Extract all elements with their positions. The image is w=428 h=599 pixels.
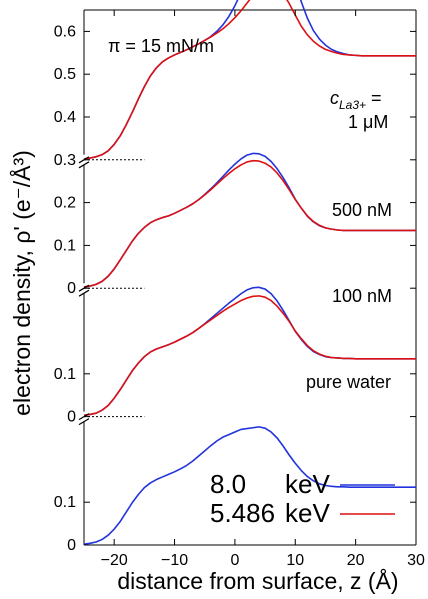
y-tick-label: 0.1: [54, 494, 76, 511]
y-axis-label: electron density, ρ' (e⁻/Å³): [8, 150, 35, 416]
x-tick-label: 10: [286, 552, 304, 569]
label-pure-water: pure water: [306, 372, 391, 392]
x-axis-label: distance from surface, z (Å): [117, 567, 398, 594]
legend-unit-1: keV: [285, 469, 330, 499]
y-tick-label: 0.5: [54, 66, 76, 83]
series-line-1uM-red: [83, 0, 416, 160]
y-tick-label: 0.1: [54, 366, 76, 383]
axis-break-mark: [78, 418, 90, 426]
series-line-500nM-red: [83, 159, 416, 288]
conc-subscript: La3+: [339, 98, 366, 112]
legend-energy-1: 8.0: [210, 469, 246, 499]
series-line-1uM-blue: [83, 0, 416, 160]
x-tick-label: −10: [161, 552, 188, 569]
y-tick-label: 0.1: [54, 237, 76, 254]
y-tick-label: 0: [67, 537, 76, 554]
ticks: −20 −10 0 10 20 30 0 0.1 0 0.1 0 0.1 0.2 0.3 0.4 0.5 0.6: [54, 10, 425, 569]
x-tick-label: 20: [347, 552, 365, 569]
x-tick-label: 0: [230, 552, 239, 569]
y-tick-label: 0: [67, 280, 76, 297]
legend-energy-2: 5.486: [210, 498, 275, 528]
legend: 8.0 keV 5.486 keV: [210, 469, 395, 528]
baselines: [84, 159, 145, 418]
y-tick-label: 0: [67, 409, 76, 426]
x-tick-label: −20: [101, 552, 128, 569]
curves: [83, 0, 416, 545]
y-tick-label: 0.3: [54, 152, 76, 169]
conc-prefix: c: [330, 88, 339, 108]
y-tick-label: 0.6: [54, 23, 76, 40]
label-100nM: 100 nM: [332, 286, 392, 306]
series-line-100nM-blue: [83, 286, 416, 417]
label-1uM: 1 μM: [348, 112, 388, 132]
axis-break-mark: [78, 161, 90, 169]
y-tick-label: 0.4: [54, 109, 76, 126]
conc-annotation: cLa3+ =: [330, 88, 382, 112]
plot-frame: [83, 9, 417, 546]
y-tick-label: 0.2: [54, 195, 76, 212]
conc-suffix: =: [366, 88, 382, 108]
legend-unit-2: keV: [285, 498, 330, 528]
axis-break-mark: [78, 289, 90, 297]
series-line-pure-water-blue: [83, 426, 416, 545]
series-line-500nM-blue: [83, 152, 416, 288]
label-500nM: 500 nM: [332, 200, 392, 220]
x-tick-label: 30: [407, 552, 425, 569]
series-line-100nM-red: [83, 295, 416, 417]
pressure-annotation: π = 15 mN/m: [108, 36, 214, 56]
